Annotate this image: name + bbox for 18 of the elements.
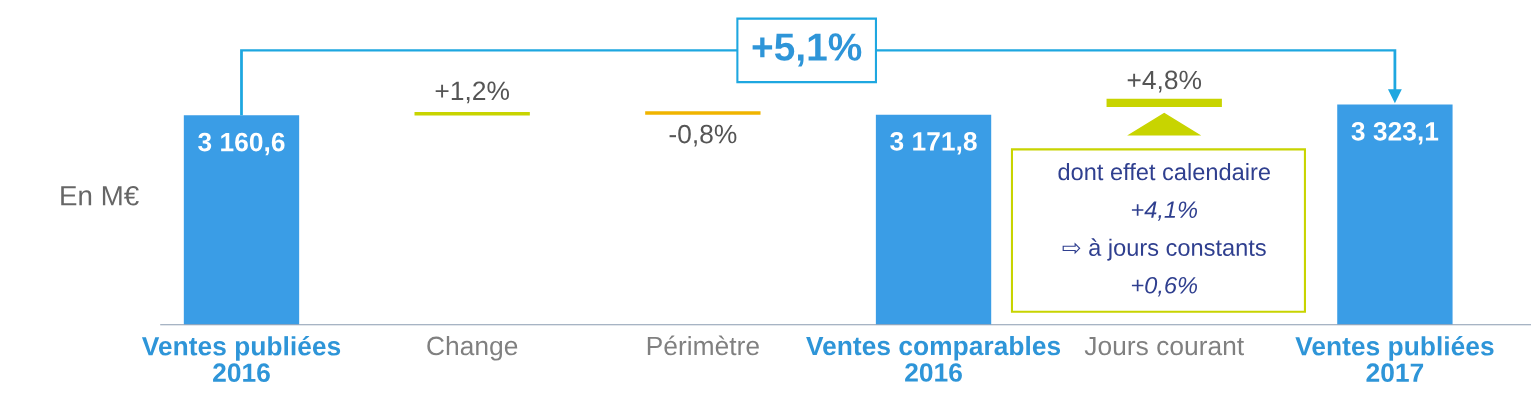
annotation: ⇨ à jours constants bbox=[1062, 238, 1266, 261]
annotation: -0,8% bbox=[669, 124, 737, 147]
annotation: +4,1% bbox=[1131, 201, 1198, 221]
annotation: dont effet calendaire bbox=[1058, 162, 1270, 181]
y-axis-title: En M€ bbox=[61, 185, 139, 206]
text: +1,2% bbox=[435, 81, 510, 104]
data-label: 3 160,6 bbox=[198, 132, 285, 156]
x-tick-label: Ventes publiées 2016 bbox=[141, 335, 341, 383]
text: +5,1% bbox=[752, 33, 862, 67]
x-tick-label: Ventes publiées 2017 bbox=[1295, 335, 1494, 383]
x-tick-label: Jours courant bbox=[1084, 336, 1244, 356]
data-label: 3 171,8 bbox=[890, 131, 977, 155]
x-tick-label: Ventes comparables 2016 bbox=[806, 335, 1061, 382]
text: +4,8% bbox=[1127, 70, 1202, 93]
annotation: +0,6% bbox=[1131, 276, 1198, 297]
data-label: 3 323,1 bbox=[1351, 121, 1439, 145]
x-tick-label: Périmètre bbox=[647, 335, 759, 356]
x-tick-label: Change bbox=[427, 335, 518, 361]
